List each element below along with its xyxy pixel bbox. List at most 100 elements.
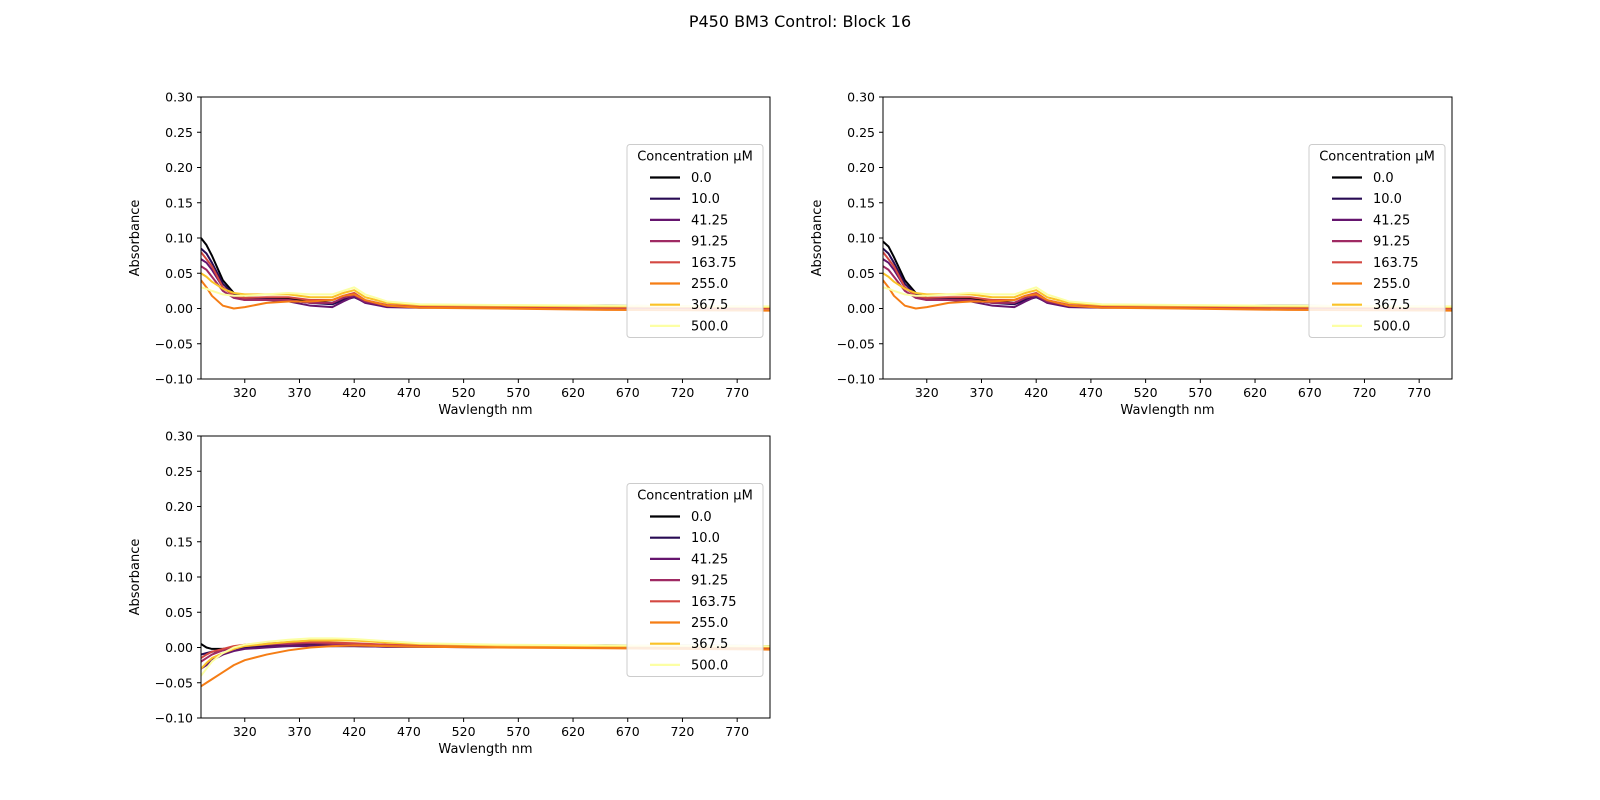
x-tick-label: 570: [506, 724, 530, 739]
series-line-500.0: [883, 286, 1452, 308]
legend-entry: 163.75: [691, 256, 737, 271]
legend-entry: 500.0: [691, 319, 728, 334]
legend-box: [626, 144, 764, 338]
y-tick-label: −0.10: [155, 711, 193, 726]
x-tick-label: 470: [397, 385, 421, 400]
x-tick-label: 370: [288, 724, 312, 739]
legend-entry: 163.75: [691, 595, 737, 610]
series-line-255.0: [883, 279, 1452, 312]
y-tick-label: −0.05: [837, 336, 875, 351]
x-axis-label: Wavlength nm: [1120, 403, 1214, 418]
x-tick-label: 720: [1353, 385, 1377, 400]
panel-top-right: 320 370 420 470 520 570 620 670 720 770 −0.10 −0.05…: [810, 90, 1453, 418]
y-tick-label: 0.15: [165, 534, 193, 549]
x-tick-label: 320: [233, 385, 257, 400]
legend-entry: 255.0: [691, 277, 728, 292]
y-tick-label: 0.05: [165, 605, 193, 620]
x-tick-label: 770: [725, 724, 749, 739]
y-axis-label: Absorbance: [128, 200, 143, 277]
y-tick-label: −0.05: [155, 675, 193, 690]
legend-box: [626, 483, 764, 677]
x-tick-label: 520: [452, 724, 476, 739]
y-tick-label: 0.30: [165, 90, 193, 105]
legend-entry: 10.0: [1373, 192, 1402, 207]
legend-entry: 500.0: [1373, 319, 1410, 334]
y-tick-label: −0.10: [837, 372, 875, 387]
y-tick-label: 0.25: [165, 464, 193, 479]
legend-title: Concentration µM: [637, 150, 753, 165]
legend-entry: 500.0: [691, 658, 728, 673]
x-tick-label: 520: [452, 385, 476, 400]
y-tick-label: 0.05: [165, 266, 193, 281]
x-tick-label: 770: [725, 385, 749, 400]
legend-entry: 41.25: [691, 213, 728, 228]
series-lines: [201, 637, 770, 688]
series-lines: [883, 240, 1452, 312]
legend-entry: 0.0: [1373, 171, 1394, 186]
panel-bottom-left: 320 370 420 470 520 570 620 670 720 770 −0.10 −0.05…: [128, 429, 771, 757]
y-axis-label: Absorbance: [128, 539, 143, 616]
y-tick-label: 0.30: [847, 90, 875, 105]
x-tick-label: 370: [288, 385, 312, 400]
y-tick-label: 0.25: [165, 125, 193, 140]
x-tick-label: 670: [616, 385, 640, 400]
legend-entry: 255.0: [691, 616, 728, 631]
legend-entry: 10.0: [691, 192, 720, 207]
series-lines: [201, 237, 770, 312]
x-tick-label: 770: [1407, 385, 1431, 400]
x-axis-label: Wavlength nm: [438, 403, 532, 418]
x-tick-label: 620: [561, 724, 585, 739]
y-tick-label: 0.30: [165, 429, 193, 444]
x-tick-label: 720: [671, 385, 695, 400]
x-tick-label: 420: [1024, 385, 1048, 400]
x-tick-label: 670: [616, 724, 640, 739]
x-tick-label: 670: [1298, 385, 1322, 400]
series-line-255.0: [201, 279, 770, 312]
x-tick-label: 320: [915, 385, 939, 400]
y-axis-label: Absorbance: [810, 200, 825, 277]
x-tick-label: 720: [671, 724, 695, 739]
x-tick-label: 620: [1243, 385, 1267, 400]
x-tick-label: 620: [561, 385, 585, 400]
series-line-500.0: [201, 637, 770, 677]
legend-entry: 91.25: [691, 574, 728, 589]
series-line-255.0: [201, 644, 770, 688]
x-tick-label: 570: [1188, 385, 1212, 400]
legend-title: Concentration µM: [1319, 150, 1435, 165]
legend: Concentration µM 0.0 10.0 41.25 91.25 163.75 2…: [626, 483, 764, 677]
y-tick-label: −0.10: [155, 372, 193, 387]
legend-entry: 0.0: [691, 171, 712, 186]
figure-title: P450 BM3 Control: Block 16: [688, 12, 912, 31]
y-tick-label: 0.00: [165, 640, 193, 655]
x-tick-label: 470: [397, 724, 421, 739]
panel-top-left: 320 370 420 470 520 570 620 670 720 770 −0.10 −0.05…: [128, 90, 771, 418]
legend-entry: 367.5: [691, 637, 728, 652]
legend-entry: 0.0: [691, 510, 712, 525]
y-tick-label: 0.25: [847, 125, 875, 140]
series-line-500.0: [201, 286, 770, 308]
y-tick-label: 0.10: [165, 231, 193, 246]
y-tick-label: 0.20: [165, 160, 193, 175]
x-tick-label: 470: [1079, 385, 1103, 400]
x-tick-label: 320: [233, 724, 257, 739]
legend-entry: 41.25: [691, 552, 728, 567]
y-tick-label: 0.00: [847, 301, 875, 316]
legend-entry: 163.75: [1373, 256, 1419, 271]
x-tick-label: 420: [342, 724, 366, 739]
x-tick-label: 520: [1134, 385, 1158, 400]
y-tick-label: 0.00: [165, 301, 193, 316]
y-tick-label: −0.05: [155, 336, 193, 351]
legend-box: [1308, 144, 1446, 338]
y-tick-label: 0.20: [847, 160, 875, 175]
y-tick-label: 0.05: [847, 266, 875, 281]
legend-entry: 367.5: [1373, 298, 1410, 313]
legend-title: Concentration µM: [637, 489, 753, 504]
y-tick-label: 0.10: [165, 570, 193, 585]
legend-entry: 367.5: [691, 298, 728, 313]
legend-entry: 41.25: [1373, 213, 1410, 228]
x-tick-label: 570: [506, 385, 530, 400]
legend-entry: 10.0: [691, 531, 720, 546]
y-tick-label: 0.15: [847, 195, 875, 210]
